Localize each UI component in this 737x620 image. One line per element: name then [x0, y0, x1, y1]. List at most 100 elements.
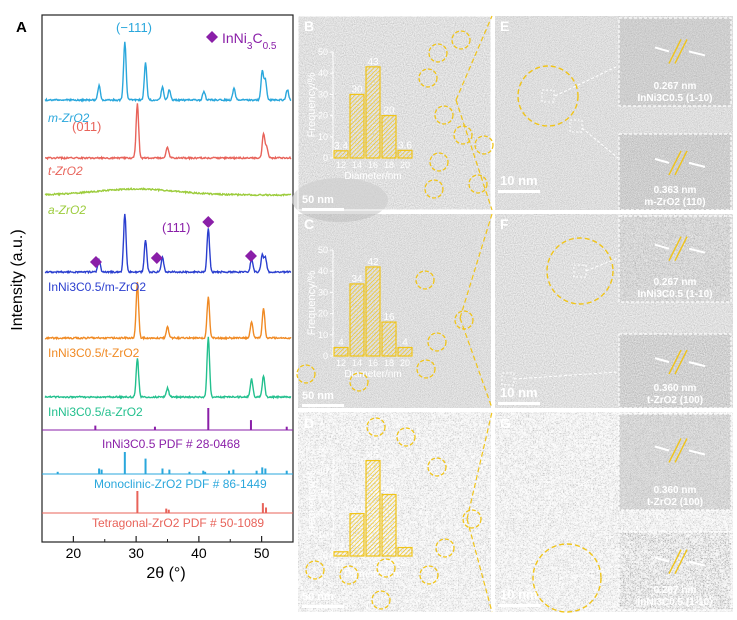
lattice-plane: t-ZrO2 (100) — [647, 497, 703, 508]
lattice-fringe — [674, 236, 688, 261]
histogram-bar — [365, 460, 381, 557]
histogram-category-label: 20 — [400, 160, 410, 170]
scale-bar-b: 50 nm — [302, 194, 344, 211]
panel-label-d: D — [304, 415, 314, 431]
lattice-fringe — [668, 150, 682, 176]
particle-circle — [376, 558, 396, 578]
xrd-trace — [44, 187, 292, 197]
hist-y-tick-label: 10 — [318, 132, 328, 142]
particle-circle — [453, 125, 473, 145]
label-pdf-tetra: Tetragonal-ZrO2 PDF # 50-1089 — [92, 516, 264, 530]
hist-y-tick-label: 10 — [318, 530, 328, 540]
histogram-bar — [381, 493, 397, 557]
lattice-inset: 0.360 nmt-ZrO2 (100) — [618, 333, 732, 409]
lattice-fringe — [668, 236, 682, 261]
particle-circle — [435, 538, 455, 558]
lattice-spacing: 0.267 nm — [654, 277, 697, 288]
svg-text:50 nm: 50 nm — [302, 390, 334, 402]
arrow-icon — [688, 361, 706, 368]
histogram-bar — [349, 93, 365, 159]
lattice-fringe — [668, 549, 682, 574]
particle-circle — [415, 270, 435, 290]
x-tick-label: 50 — [254, 545, 270, 561]
histogram-bar — [333, 346, 349, 357]
particle-circle — [462, 509, 482, 529]
panel-label-a: A — [16, 19, 27, 36]
histogram-category-label: 16 — [368, 160, 378, 170]
inset-frame — [618, 17, 732, 107]
arrow-icon — [654, 445, 670, 452]
histogram-bar — [381, 321, 397, 357]
hist-y-tick-label: 30 — [318, 487, 328, 497]
inset-frame — [618, 531, 732, 611]
lattice-spacing: 0.360 nm — [654, 485, 697, 496]
arrow-icon — [654, 556, 670, 563]
label-pdf-innic: InNi3C0.5 PDF # 28-0468 — [102, 437, 240, 451]
particle-circle — [428, 43, 448, 63]
histogram-category-label: 14 — [352, 558, 362, 568]
legend-label: InNi3C0.5 — [222, 30, 277, 52]
hist-y-tick-label: 50 — [318, 47, 328, 57]
panel-label-g: G — [500, 415, 511, 431]
hist-y-tick-label: 40 — [318, 68, 328, 78]
histogram-bar — [397, 546, 413, 557]
inset-frame — [618, 333, 732, 409]
particle-circles — [296, 30, 494, 610]
x-tick-label: 20 — [66, 545, 82, 561]
tem-image-b — [298, 16, 491, 210]
inset-frame — [618, 133, 732, 211]
particle-circle — [366, 417, 386, 437]
xrd-trace — [44, 213, 292, 275]
scale-bar-f: 10 nm — [500, 385, 538, 400]
histogram-value-label: 2 — [338, 542, 344, 553]
histograms: 010203040503.4123014431620183.620Diamete… — [306, 47, 413, 580]
particle-circle — [474, 135, 494, 155]
label-pdf-mono: Monoclinic-ZrO2 PDF # 86-1449 — [94, 477, 267, 491]
panel-label-f: F — [500, 216, 509, 232]
annotation-m111: (−111) — [116, 20, 152, 35]
lattice-spacing: 0.360 nm — [654, 383, 697, 394]
histogram-bar — [349, 512, 365, 557]
xrd-traces — [44, 41, 292, 400]
lattice-inset: 0.360 nmt-ZrO2 (100) — [618, 413, 732, 511]
histogram-value-label: 20 — [383, 106, 395, 117]
lattice-fringe — [674, 150, 688, 176]
histogram-x-label: Diameter/nm — [344, 171, 401, 182]
arrow-icon — [654, 157, 670, 164]
histogram-category-label: 18 — [384, 358, 394, 368]
x-axis-label: 2θ (°) — [146, 565, 185, 582]
scale-bar-g: 10 nm — [500, 587, 538, 602]
xrd-trace — [44, 103, 292, 161]
arrow-icon — [654, 357, 670, 364]
scale-bar-e: 10 nm — [500, 173, 538, 188]
histogram-value-label: 29 — [383, 485, 395, 496]
histogram-category-label: 20 — [400, 358, 410, 368]
histogram-y-label: Frequency/% — [306, 270, 318, 335]
histogram-d: 01020304050212201445162918420Diameter/nm… — [306, 445, 413, 580]
scale-bar-c: 50 nm — [302, 390, 344, 407]
tem-image-c — [298, 214, 491, 408]
histogram-bar — [397, 149, 413, 159]
particle-circle — [418, 68, 438, 88]
arrow-icon — [688, 247, 706, 254]
hist-y-tick-label: 40 — [318, 466, 328, 476]
lattice-plane: m-ZrO2 (110) — [644, 197, 705, 208]
histogram-value-label: 43 — [367, 57, 379, 68]
annotation-111: (111) — [162, 220, 190, 235]
label-innic-t: InNi3C0.5/t-ZrO2 — [48, 346, 140, 360]
histogram-bar — [365, 266, 381, 357]
particle-circle — [427, 332, 447, 352]
inset-frame — [618, 215, 732, 303]
diamond-marker-icon — [150, 252, 163, 264]
particle-circle — [396, 427, 416, 447]
label-innic-m: InNi3C0.5/m-ZrO2 — [48, 280, 146, 294]
xrd-panel: A 20 30 40 50 (−111) (011) (111) InNi3C0.5 … — [9, 14, 294, 582]
histogram-bar — [333, 150, 349, 159]
histogram-category-label: 12 — [336, 160, 346, 170]
lattice-spacing: 0.267 nm — [654, 585, 697, 596]
xrd-reference-sticks — [42, 408, 293, 514]
inset-image — [619, 216, 731, 302]
scale-bar-d: 50 nm — [302, 591, 344, 608]
